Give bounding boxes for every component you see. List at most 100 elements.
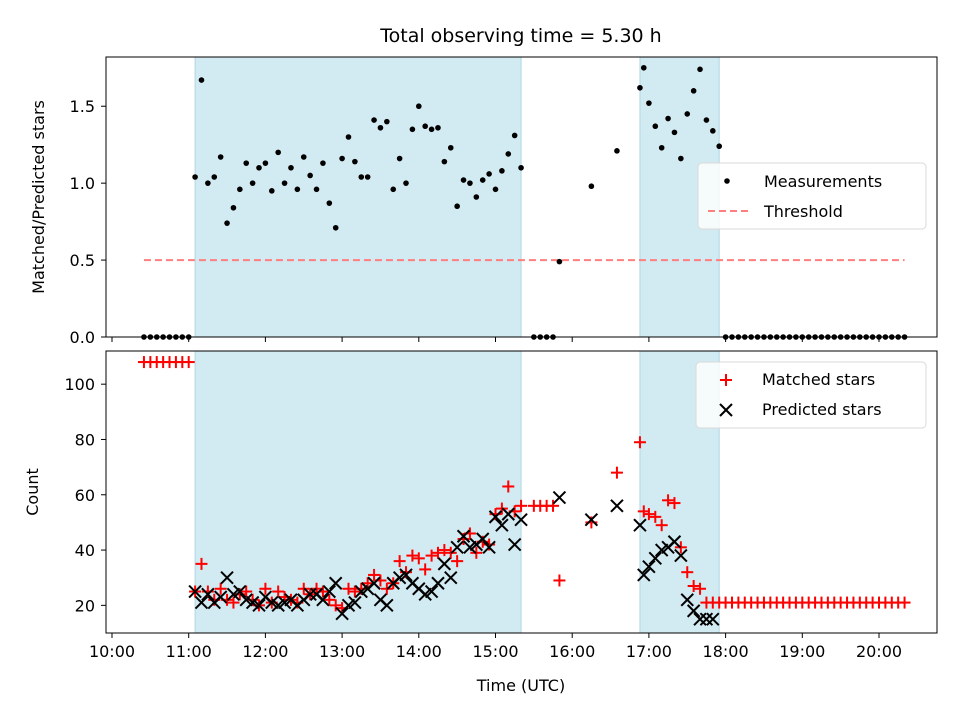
predicted-star-point: [437, 557, 452, 571]
predicted-star-point: [633, 518, 647, 532]
measurement-point: [479, 177, 486, 183]
measurement-point: [371, 117, 377, 123]
predicted-star-point: [482, 540, 496, 555]
measurement-point: [658, 144, 665, 151]
matched-star-point: [348, 585, 361, 598]
x-tick-label: 10:00: [89, 642, 135, 661]
predicted-star-point: [316, 593, 330, 607]
measurement-point: [198, 77, 205, 83]
matched-star-point: [610, 466, 623, 479]
predicted-star-point: [637, 568, 651, 582]
observing-window-1: [194, 350, 522, 634]
predicted-star-point: [693, 612, 707, 626]
predicted-star-point: [424, 584, 439, 599]
predicted-star-point: [367, 576, 381, 590]
measurement-point: [275, 149, 281, 156]
measurement-point: [268, 188, 275, 194]
matched-star-point: [272, 585, 285, 598]
matched-star-point: [502, 480, 515, 493]
predicted-star-point: [335, 606, 349, 621]
matched-star-point: [240, 585, 253, 598]
predicted-star-point: [552, 490, 567, 505]
matched-star-point: [259, 582, 272, 595]
legend-measurements-label: Measurements: [764, 172, 882, 191]
matched-star-point: [668, 497, 681, 510]
measurement-point: [326, 200, 333, 206]
measurement-point: [339, 155, 345, 162]
predicted-star-point: [610, 499, 624, 513]
y-tick-label: 20: [75, 596, 95, 615]
x-tick-label: 20:00: [856, 642, 902, 661]
x-tick-label: 12:00: [242, 642, 288, 661]
measurement-point: [230, 204, 237, 211]
y-tick-label: 0.5: [70, 251, 95, 270]
predicted-star-point: [501, 507, 515, 521]
predicted-star-point: [201, 587, 215, 602]
measurement-point: [243, 160, 250, 166]
measurement-point: [460, 177, 467, 183]
measurement-point: [390, 186, 397, 193]
measurement-point: [697, 66, 703, 73]
top-panel: 0.0 0.5 1.0 1.5 Matched/Predicted stars Mea…: [29, 56, 938, 347]
matched-star-point: [342, 582, 355, 595]
predicted-star-point: [686, 604, 701, 618]
measurement-point: [224, 220, 230, 226]
matched-star-point: [329, 599, 342, 612]
predicted-star-point: [495, 518, 509, 532]
measurement-point: [665, 115, 671, 122]
measurement-point: [588, 183, 595, 190]
x-tick-label: 17:00: [626, 642, 672, 661]
measurement-point: [640, 64, 647, 71]
matched-star-point: [637, 505, 650, 518]
measurement-point: [364, 174, 371, 180]
measurement-point: [690, 88, 697, 94]
predicted-star-point: [399, 568, 413, 582]
predicted-star-point: [584, 512, 599, 527]
matched-star-point: [438, 544, 451, 557]
top-y-axis-label: Matched/Predicted stars: [29, 100, 48, 294]
chart-title: Total observing time = 5.30 h: [379, 25, 661, 47]
matched-star-point: [406, 549, 419, 562]
matched-star-point: [195, 557, 208, 570]
measurement-point: [288, 164, 294, 171]
measurement-point: [211, 174, 218, 180]
measurement-point: [671, 129, 678, 136]
legend-matched-label: Matched stars: [762, 370, 875, 389]
measurement-point: [422, 123, 428, 130]
bottom-y-axis-label: Count: [23, 468, 42, 516]
predicted-star-point: [303, 587, 317, 602]
matched-star-point: [182, 356, 195, 369]
x-tick-label: 18:00: [703, 642, 749, 661]
matched-star-point: [227, 596, 240, 609]
measurement-point: [703, 117, 710, 123]
measurement-point: [320, 160, 326, 166]
top-legend: Measurements Threshold: [697, 162, 927, 230]
measurement-point: [428, 126, 435, 133]
measurement-point: [614, 148, 620, 154]
predicted-star-point: [252, 598, 266, 613]
matched-star-point: [681, 566, 694, 579]
predicted-star-point: [488, 510, 503, 524]
measurement-point: [454, 203, 460, 210]
measurement-point: [473, 194, 480, 200]
measurement-point: [441, 158, 448, 165]
predicted-star-point: [642, 559, 656, 574]
measurement-point: [646, 100, 652, 106]
matched-star-point: [655, 519, 668, 532]
matched-star-point: [687, 580, 700, 592]
measurement-point: [403, 180, 409, 186]
legend-predicted-label: Predicted stars: [762, 400, 882, 419]
x-tick-label: 14:00: [396, 642, 442, 661]
predicted-star-point: [667, 535, 682, 549]
measurement-point: [684, 111, 691, 117]
matched-star-point: [553, 574, 566, 587]
predicted-star-point: [220, 570, 234, 585]
matched-star-point: [323, 593, 336, 606]
matched-star-point: [214, 582, 227, 595]
legend-matched-marker: [720, 374, 732, 386]
measurement-point: [384, 118, 390, 125]
measurement-point: [262, 160, 269, 166]
measurement-point: [556, 258, 563, 265]
predicted-star-point: [188, 584, 202, 599]
